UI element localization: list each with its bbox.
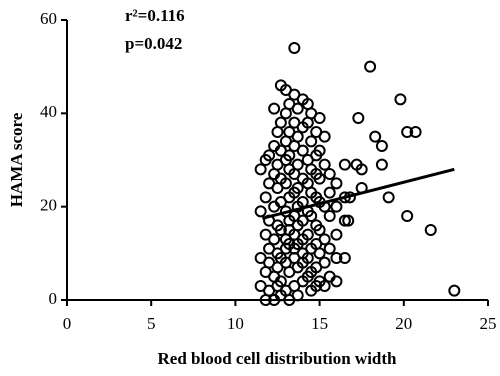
data-point xyxy=(364,60,377,73)
data-point xyxy=(291,130,304,143)
data-point xyxy=(291,158,304,171)
x-tick-label: 15 xyxy=(311,314,328,333)
data-point xyxy=(323,186,336,199)
data-point xyxy=(323,168,336,180)
data-point xyxy=(318,280,331,292)
data-point xyxy=(274,275,287,288)
data-point xyxy=(313,144,326,157)
y-tick-label: 0 xyxy=(49,289,58,308)
data-point xyxy=(352,112,365,124)
y-tick-label: 40 xyxy=(40,102,57,121)
data-point xyxy=(448,284,461,297)
x-axis-label: Red blood cell distribution width xyxy=(158,349,398,368)
data-point xyxy=(288,42,301,54)
y-tick-label: 60 xyxy=(40,9,57,28)
x-tick-label: 0 xyxy=(63,314,72,333)
data-point xyxy=(394,93,407,106)
data-point xyxy=(330,200,343,213)
data-point xyxy=(401,210,414,222)
data-point xyxy=(313,112,326,124)
data-point xyxy=(318,233,331,246)
data-point xyxy=(424,224,437,236)
data-point xyxy=(291,289,304,302)
data-point xyxy=(274,116,287,129)
data-point xyxy=(318,256,331,269)
data-point xyxy=(338,158,351,171)
data-point xyxy=(355,163,368,176)
data-point xyxy=(330,177,343,190)
data-point xyxy=(274,224,287,236)
data-point xyxy=(369,130,382,143)
data-point xyxy=(323,242,336,255)
data-point xyxy=(313,247,326,260)
data-point xyxy=(382,191,395,204)
data-point xyxy=(342,214,355,227)
data-point xyxy=(313,172,326,185)
data-point xyxy=(401,126,414,138)
data-point xyxy=(375,158,388,171)
data-point xyxy=(283,149,296,162)
data-point xyxy=(330,275,343,288)
x-tick-label: 20 xyxy=(395,314,412,333)
data-point xyxy=(409,126,422,138)
x-tick-label: 5 xyxy=(147,314,156,333)
data-point xyxy=(338,252,351,264)
data-point xyxy=(323,210,336,222)
data-point xyxy=(279,177,292,190)
annotation: p=0.042 xyxy=(125,34,182,53)
fit-line xyxy=(261,167,455,220)
data-point xyxy=(313,224,326,236)
data-point xyxy=(254,163,267,176)
x-tick-label: 10 xyxy=(227,314,244,333)
data-point xyxy=(301,228,314,241)
data-point xyxy=(305,135,318,148)
data-point xyxy=(291,102,304,115)
data-point xyxy=(259,191,272,204)
annotation: r²=0.116 xyxy=(125,6,185,25)
y-axis-label: HAMA score xyxy=(7,112,26,207)
data-point xyxy=(305,210,318,222)
data-point xyxy=(338,214,351,227)
data-point xyxy=(296,144,309,157)
data-point xyxy=(291,182,304,194)
data-point xyxy=(318,130,331,143)
data-point xyxy=(263,149,276,162)
data-point xyxy=(318,158,331,171)
data-point xyxy=(330,252,343,264)
data-point xyxy=(254,205,267,218)
x-tick-label: 25 xyxy=(480,314,497,333)
data-point xyxy=(268,102,281,115)
data-point xyxy=(268,233,281,246)
data-point xyxy=(375,140,388,152)
data-point xyxy=(330,228,343,241)
y-tick-label: 20 xyxy=(40,196,57,215)
